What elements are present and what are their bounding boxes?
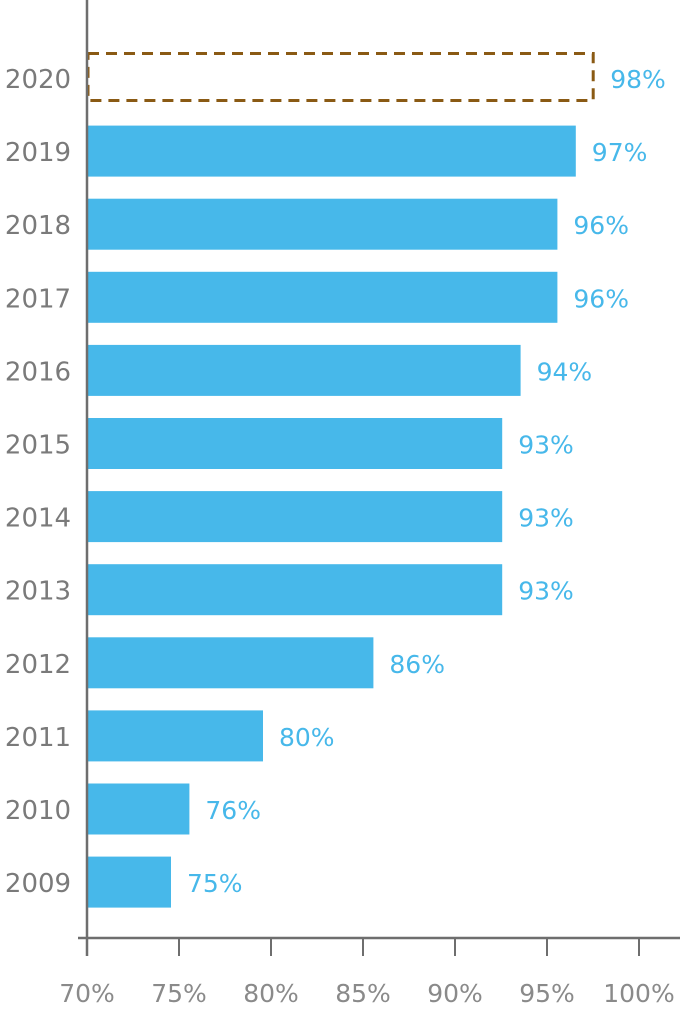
bar-2020-projected	[86, 52, 595, 102]
value-label-2012: 86%	[389, 650, 445, 679]
bar-2014	[87, 491, 503, 543]
bar-2016	[87, 344, 521, 396]
x-tick-label-85: 85%	[335, 979, 391, 1008]
bar-2012	[87, 637, 374, 689]
bar-2009	[87, 856, 171, 908]
x-tick-label-95: 95%	[519, 979, 575, 1008]
category-label-2018: 2018	[5, 211, 71, 241]
value-label-2010: 76%	[205, 796, 261, 825]
bar-2013	[87, 564, 503, 616]
bars-group	[86, 52, 595, 908]
value-label-2011: 80%	[279, 723, 335, 752]
value-label-2019: 97%	[592, 138, 648, 167]
labels-group: 2020 98% 2019 97% 2018 96% 2017 96% 2016 94% 2015 9…	[5, 65, 675, 1008]
x-tick-label-100: 100%	[603, 979, 674, 1008]
category-label-2014: 2014	[5, 504, 71, 534]
value-label-2015: 93%	[518, 431, 574, 460]
value-label-2009: 75%	[187, 869, 243, 898]
category-label-2009: 2009	[5, 869, 71, 899]
x-tick-label-70: 70%	[59, 979, 115, 1008]
category-label-2016: 2016	[5, 357, 71, 387]
bar-2015	[87, 418, 503, 469]
bar-2011	[87, 710, 263, 762]
category-label-2017: 2017	[5, 284, 71, 314]
x-tick-label-80: 80%	[243, 979, 299, 1008]
category-label-2020: 2020	[5, 65, 71, 95]
bar-2010	[87, 783, 190, 835]
value-label-2018: 96%	[573, 211, 629, 240]
bar-2017	[87, 271, 558, 323]
category-label-2015: 2015	[5, 431, 71, 461]
axes-group	[78, 0, 680, 956]
category-label-2011: 2011	[5, 723, 71, 753]
category-label-2010: 2010	[5, 796, 71, 826]
category-label-2019: 2019	[5, 138, 71, 168]
value-label-2020: 98%	[610, 65, 666, 94]
category-label-2013: 2013	[5, 577, 71, 607]
category-label-2012: 2012	[5, 650, 71, 680]
value-label-2013: 93%	[518, 577, 574, 606]
bar-2018	[87, 198, 558, 250]
bar-2019	[87, 125, 576, 177]
x-tick-label-90: 90%	[427, 979, 483, 1008]
value-label-2014: 93%	[518, 504, 574, 533]
value-label-2017: 96%	[573, 284, 629, 313]
x-tick-label-75: 75%	[151, 979, 207, 1008]
value-label-2016: 94%	[537, 357, 593, 386]
